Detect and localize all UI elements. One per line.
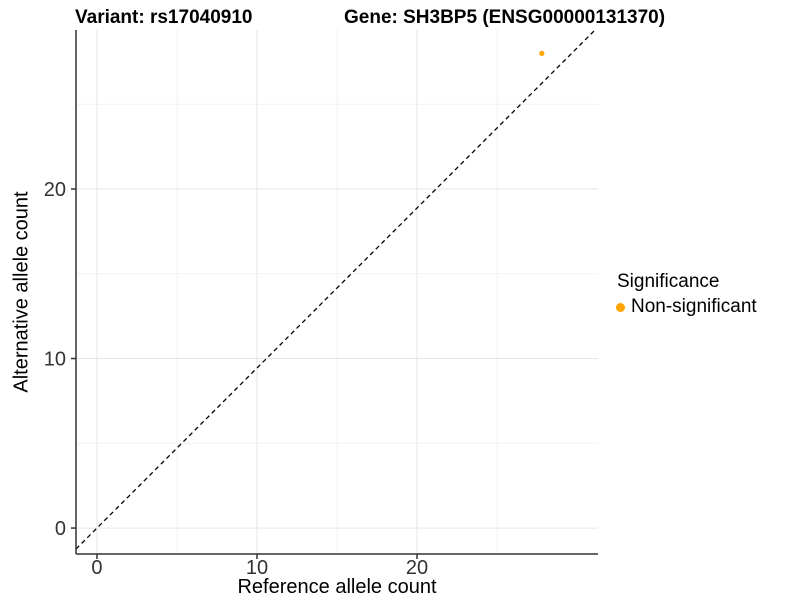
identity-reference-line bbox=[75, 29, 596, 550]
y-axis-title: Alternative allele count bbox=[10, 191, 33, 393]
x-axis-title: Reference allele count bbox=[237, 576, 437, 598]
y-tick-label: 0 bbox=[55, 518, 66, 540]
data-point bbox=[539, 50, 545, 56]
legend: Significance Non-significant bbox=[616, 271, 757, 318]
x-tick-label: 10 bbox=[246, 557, 268, 579]
y-tick-label: 20 bbox=[44, 179, 66, 201]
legend-item-label: Non-significant bbox=[631, 296, 757, 317]
x-tick-label: 20 bbox=[406, 557, 428, 579]
legend-title: Significance bbox=[617, 271, 720, 292]
legend-item-non-significant: Non-significant bbox=[616, 296, 757, 318]
x-tick-label: 0 bbox=[91, 557, 102, 579]
y-tick-label: 10 bbox=[44, 349, 66, 371]
legend-point-icon bbox=[616, 302, 625, 312]
gene-title: Gene: SH3BP5 (ENSG00000131370) bbox=[344, 7, 666, 28]
variant-title: Variant: rs17040910 bbox=[75, 7, 253, 28]
